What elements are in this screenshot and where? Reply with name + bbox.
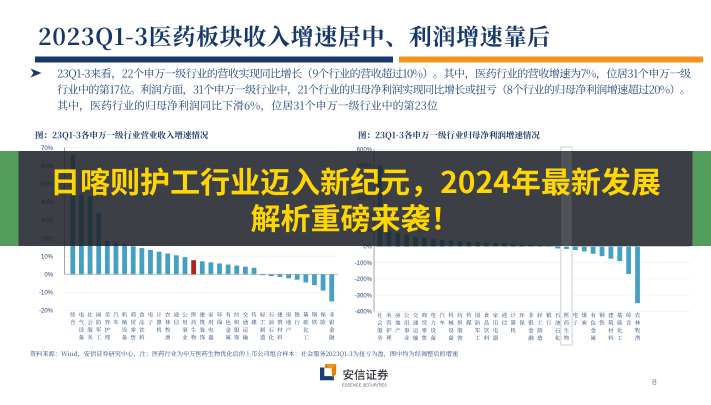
svg-text:-20%: -20% [39,309,54,315]
svg-text:8: 8 [652,377,657,387]
svg-text:-100%: -100% [355,261,373,267]
svg-text:-10%: -10% [39,291,54,297]
svg-text:0%: 0% [44,273,53,279]
svg-text:10%: 10% [41,254,54,260]
svg-text:-300%: -300% [355,293,373,299]
svg-text:-400%: -400% [355,310,373,316]
svg-text:70%: 70% [41,146,54,152]
svg-text:ESSENCE SECURITIES: ESSENCE SECURITIES [342,382,387,387]
svg-text:-200%: -200% [355,277,373,283]
